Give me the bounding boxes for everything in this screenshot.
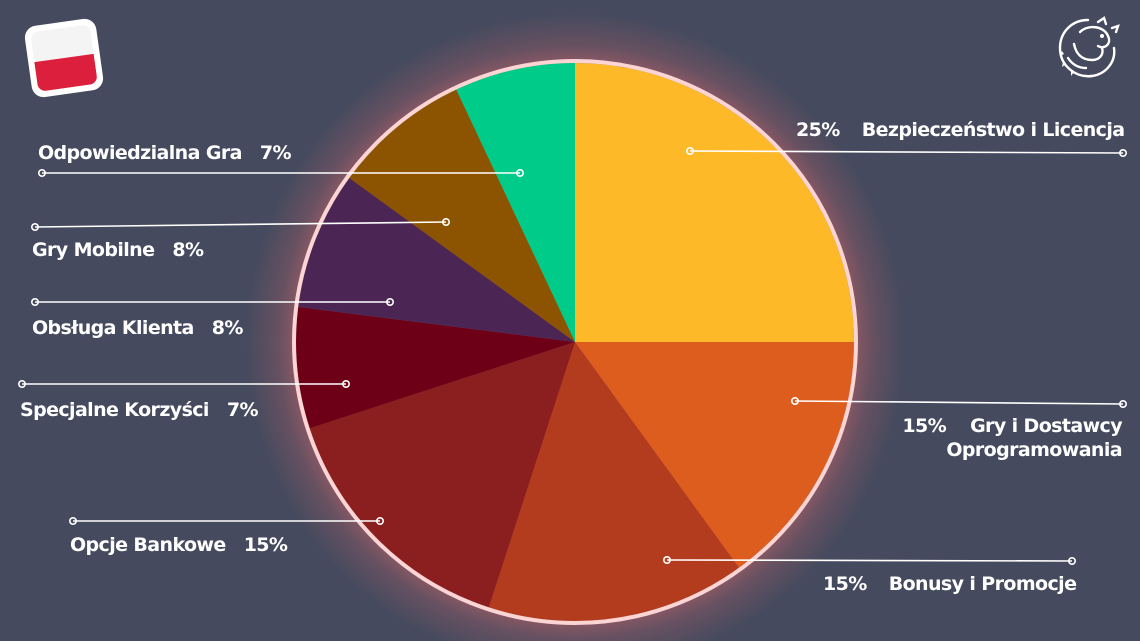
- leader-line-1: [689, 150, 1124, 154]
- leader-dot-3-2: [1068, 556, 1077, 565]
- leader-dot-3-1: [662, 555, 671, 564]
- slice-label-line1: Gry i Dostawcy: [970, 415, 1123, 437]
- pie-slice-3: [488, 342, 739, 621]
- value-label: 15%: [823, 573, 867, 595]
- pie-slice-6: [298, 178, 575, 342]
- label-obsluga-klienta: Obsługa Klienta 8%: [32, 316, 243, 340]
- leader-dot-4-2: [69, 516, 78, 525]
- leader-dot-7-2: [30, 223, 39, 232]
- slice-label: Specjalne Korzyści: [20, 399, 209, 421]
- leader-dot-2-1: [790, 396, 799, 405]
- leader-dot-8-2: [37, 169, 46, 178]
- label-odpowiedzialna-gra: Odpowiedzialna Gra 7%: [38, 141, 291, 165]
- pie-slice-5: [296, 307, 575, 429]
- slice-label: Bonusy i Promocje: [888, 573, 1077, 595]
- label-gry-mobilne: Gry Mobilne 8%: [32, 238, 204, 262]
- leader-dot-5-1: [341, 379, 350, 388]
- pie-slices: [296, 63, 854, 621]
- slice-label: Bezpieczeństwo i Licencja: [861, 119, 1125, 141]
- slice-label: Obsługa Klienta: [32, 317, 194, 339]
- leader-dot-7-1: [441, 218, 450, 227]
- leader-dot-8-1: [515, 169, 524, 178]
- leader-line-3: [666, 559, 1073, 562]
- slice-label: Odpowiedzialna Gra: [38, 142, 242, 164]
- label-bezpieczenstwo: 25% Bezpieczeństwo i Licencja: [796, 118, 1125, 142]
- leader-line-2: [794, 400, 1124, 405]
- pie-slice-7: [349, 89, 575, 342]
- leader-dot-1-1: [685, 147, 694, 156]
- leader-dot-5-2: [17, 379, 26, 388]
- value-label: 25%: [796, 119, 840, 141]
- pie-slice-1: [575, 63, 854, 342]
- leader-dot-4-1: [375, 516, 384, 525]
- value-label: 7%: [259, 142, 292, 164]
- value-label: 15%: [902, 415, 947, 437]
- poland-flag-icon: [24, 18, 104, 98]
- value-label: 7%: [226, 399, 259, 421]
- slice-label: Gry Mobilne: [32, 239, 155, 261]
- leader-dot-2-2: [1119, 399, 1128, 408]
- value-label: 8%: [172, 239, 204, 261]
- slice-label: Opcje Bankowe: [70, 534, 226, 556]
- pie-slice-4: [309, 342, 575, 608]
- pie-border: [292, 59, 858, 625]
- leader-line-7: [34, 221, 447, 228]
- leader-dot-1-2: [1119, 149, 1128, 158]
- label-bonusy: 15% Bonusy i Promocje: [823, 572, 1077, 596]
- label-gry-dostawcy: 15% Gry i Dostawcy Oprogramowania: [902, 414, 1122, 462]
- leader-dot-6-1: [385, 297, 394, 306]
- value-label: 15%: [243, 534, 288, 556]
- pie-slice-8: [456, 63, 575, 342]
- value-label: 8%: [211, 317, 244, 339]
- label-opcje-bankowe: Opcje Bankowe 15%: [70, 533, 288, 557]
- label-specjalne-korzysci: Specjalne Korzyści 7%: [20, 398, 259, 422]
- slice-label-line2: Oprogramowania: [946, 439, 1122, 461]
- pie-slice-2: [575, 342, 854, 568]
- dragon-logo-icon: [1058, 16, 1120, 78]
- leader-lines: [17, 147, 1128, 565]
- leader-dot-6-2: [30, 297, 39, 306]
